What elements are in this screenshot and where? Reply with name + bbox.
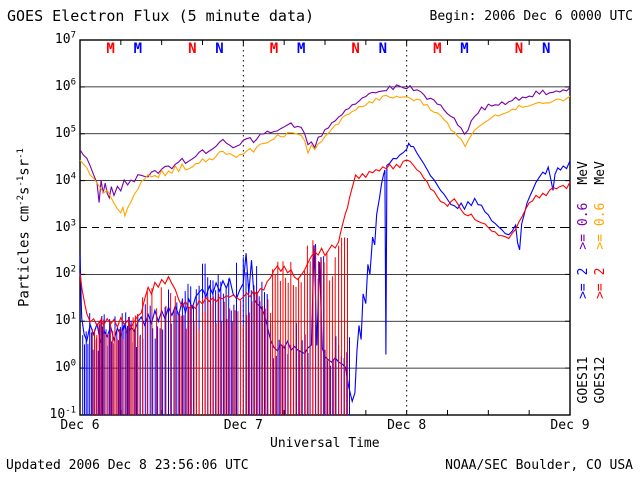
goes11-e2-label: >= 2	[576, 267, 591, 299]
y-tick-label-1e0: 100	[54, 358, 76, 376]
local-time-marker-n: N	[542, 41, 550, 57]
legend-goes11-channels: >= 2 >= 0.6 MeV	[576, 135, 592, 325]
local-time-marker-m: M	[460, 41, 468, 57]
goes12-e-greater-2-0-mev-dropouts	[272, 261, 302, 415]
goes12-e2-label: >= 2	[593, 267, 608, 299]
x-tick-label: Dec 6	[60, 418, 100, 433]
goes11-e-greater-2-0-mev-dropouts	[270, 323, 309, 415]
local-time-marker-n: N	[515, 41, 523, 57]
goes12-e-greater-2-0-mev-dropouts	[338, 237, 348, 415]
y-tick-label-1e7: 107	[54, 30, 76, 47]
x-axis-title: Universal Time	[270, 436, 380, 451]
local-time-marker-n: N	[379, 41, 387, 57]
legend-goes12-channels: >= 2 >= 0.6 MeV	[593, 135, 609, 325]
goes12-e06-label: >= 0.6	[593, 202, 608, 250]
goes12-e-greater-2-0-mev-dropouts	[246, 291, 272, 415]
x-tick-label: Dec 7	[223, 418, 263, 433]
credit-noaa-sec: NOAA/SEC Boulder, CO USA	[445, 458, 633, 473]
local-time-marker-m: M	[134, 41, 142, 57]
local-time-marker-m: M	[106, 41, 114, 57]
goes12-e-greater-2-0-mev-dropouts	[178, 307, 200, 415]
legend-goes11-name: GOES11	[576, 356, 591, 404]
local-time-marker-m: M	[270, 41, 278, 57]
x-tick-label: Dec 8	[387, 418, 427, 433]
y-tick-label-1e5: 105	[54, 124, 76, 141]
goes12-e-greater-0-6-mev-trace	[79, 94, 571, 218]
goes11-e-greater-2-0-mev-dropouts	[324, 336, 350, 415]
y-tick-label-1e4: 104	[54, 171, 76, 188]
goes12-e-greater-2-0-mev-trace	[79, 159, 571, 329]
local-time-marker-m: M	[433, 41, 441, 57]
updated-timestamp: Updated 2006 Dec 8 23:56:06 UTC	[6, 458, 249, 473]
y-tick-label-1e2: 102	[54, 265, 76, 282]
begin-timestamp: Begin: 2006 Dec 6 0000 UTC	[429, 9, 634, 24]
x-tick-label: Dec 9	[550, 418, 590, 433]
goes11-e06-label: >= 0.6	[576, 202, 591, 250]
mev-unit-label: MeV	[593, 161, 608, 185]
goes11-e-greater-2-0-mev-trace	[79, 142, 571, 404]
local-time-marker-n: N	[188, 41, 196, 57]
y-tick-label-1e3: 103	[54, 218, 76, 235]
chart-title: GOES Electron Flux (5 minute data)	[7, 7, 315, 25]
local-time-marker-m: M	[297, 41, 305, 57]
mev-unit-label: MeV	[576, 161, 591, 185]
goes12-e-greater-2-0-mev-dropouts	[142, 287, 176, 415]
local-time-marker-n: N	[215, 41, 223, 57]
goes12-e-greater-2-0-mev-dropouts	[91, 313, 141, 415]
goes11-e-greater-0-6-mev-trace	[79, 84, 571, 203]
goes12-e-greater-2-0-mev-dropouts	[202, 294, 244, 415]
y-tick-label-1e1: 101	[54, 311, 76, 329]
legend-goes12-name: GOES12	[593, 356, 608, 404]
y-tick-label-1e-1: 10-1	[49, 405, 77, 422]
local-time-marker-n: N	[351, 41, 359, 57]
goes12-e-greater-2-0-mev-dropouts	[304, 240, 336, 415]
y-tick-label-1e6: 106	[54, 77, 76, 94]
